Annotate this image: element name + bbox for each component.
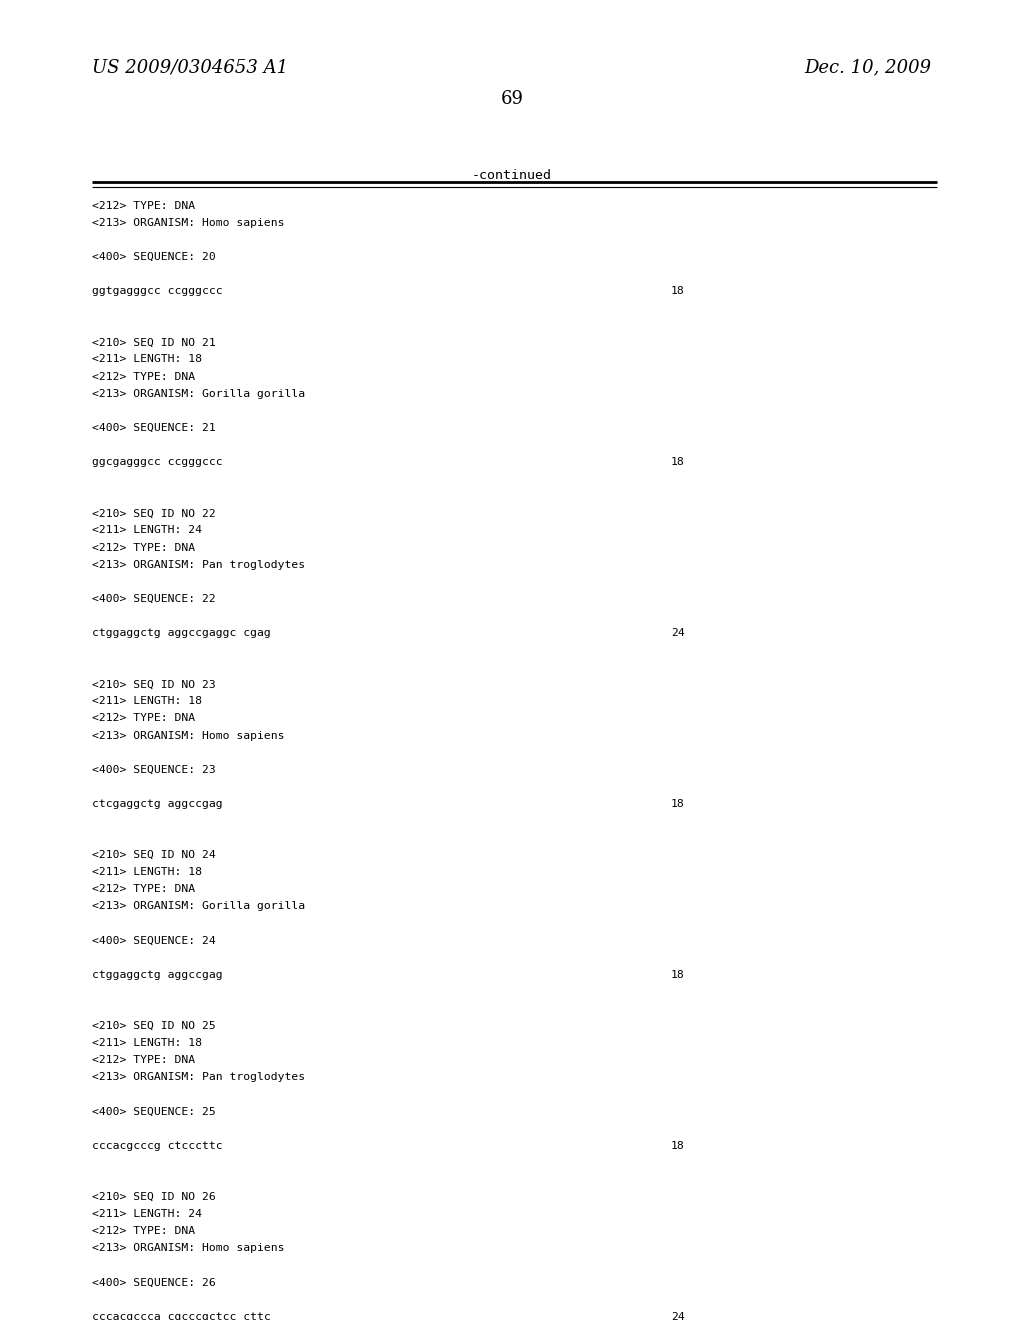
Text: cccacgccca cgcccgctcc cttc: cccacgccca cgcccgctcc cttc: [92, 1312, 271, 1320]
Text: <212> TYPE: DNA: <212> TYPE: DNA: [92, 1226, 196, 1237]
Text: <212> TYPE: DNA: <212> TYPE: DNA: [92, 884, 196, 895]
Text: <400> SEQUENCE: 22: <400> SEQUENCE: 22: [92, 594, 216, 603]
Text: <400> SEQUENCE: 21: <400> SEQUENCE: 21: [92, 422, 216, 433]
Text: <210> SEQ ID NO 22: <210> SEQ ID NO 22: [92, 508, 216, 519]
Text: ggcgagggcc ccgggccc: ggcgagggcc ccgggccc: [92, 457, 223, 467]
Text: 18: 18: [671, 1140, 684, 1151]
Text: 24: 24: [671, 628, 684, 638]
Text: -continued: -continued: [472, 169, 552, 182]
Text: US 2009/0304653 A1: US 2009/0304653 A1: [92, 58, 289, 77]
Text: <213> ORGANISM: Gorilla gorilla: <213> ORGANISM: Gorilla gorilla: [92, 902, 305, 912]
Text: <400> SEQUENCE: 20: <400> SEQUENCE: 20: [92, 252, 216, 261]
Text: 18: 18: [671, 970, 684, 979]
Text: <211> LENGTH: 24: <211> LENGTH: 24: [92, 525, 202, 536]
Text: 18: 18: [671, 286, 684, 296]
Text: <213> ORGANISM: Homo sapiens: <213> ORGANISM: Homo sapiens: [92, 730, 285, 741]
Text: <400> SEQUENCE: 25: <400> SEQUENCE: 25: [92, 1106, 216, 1117]
Text: <211> LENGTH: 18: <211> LENGTH: 18: [92, 697, 202, 706]
Text: <210> SEQ ID NO 21: <210> SEQ ID NO 21: [92, 338, 216, 347]
Text: <212> TYPE: DNA: <212> TYPE: DNA: [92, 1056, 196, 1065]
Text: <213> ORGANISM: Pan troglodytes: <213> ORGANISM: Pan troglodytes: [92, 560, 305, 570]
Text: <212> TYPE: DNA: <212> TYPE: DNA: [92, 201, 196, 211]
Text: ctcgaggctg aggccgag: ctcgaggctg aggccgag: [92, 799, 223, 809]
Text: ctggaggctg aggccgag: ctggaggctg aggccgag: [92, 970, 223, 979]
Text: 69: 69: [501, 90, 523, 108]
Text: 18: 18: [671, 457, 684, 467]
Text: Dec. 10, 2009: Dec. 10, 2009: [805, 58, 932, 77]
Text: <400> SEQUENCE: 26: <400> SEQUENCE: 26: [92, 1278, 216, 1287]
Text: <210> SEQ ID NO 26: <210> SEQ ID NO 26: [92, 1192, 216, 1203]
Text: cccacgcccg ctcccttc: cccacgcccg ctcccttc: [92, 1140, 223, 1151]
Text: <210> SEQ ID NO 25: <210> SEQ ID NO 25: [92, 1022, 216, 1031]
Text: <211> LENGTH: 18: <211> LENGTH: 18: [92, 1039, 202, 1048]
Text: <213> ORGANISM: Homo sapiens: <213> ORGANISM: Homo sapiens: [92, 218, 285, 228]
Text: <210> SEQ ID NO 23: <210> SEQ ID NO 23: [92, 680, 216, 689]
Text: <400> SEQUENCE: 23: <400> SEQUENCE: 23: [92, 764, 216, 775]
Text: <213> ORGANISM: Pan troglodytes: <213> ORGANISM: Pan troglodytes: [92, 1072, 305, 1082]
Text: <213> ORGANISM: Homo sapiens: <213> ORGANISM: Homo sapiens: [92, 1243, 285, 1254]
Text: <212> TYPE: DNA: <212> TYPE: DNA: [92, 543, 196, 553]
Text: <400> SEQUENCE: 24: <400> SEQUENCE: 24: [92, 936, 216, 945]
Text: <211> LENGTH: 18: <211> LENGTH: 18: [92, 867, 202, 878]
Text: 24: 24: [671, 1312, 684, 1320]
Text: <211> LENGTH: 18: <211> LENGTH: 18: [92, 355, 202, 364]
Text: <212> TYPE: DNA: <212> TYPE: DNA: [92, 372, 196, 381]
Text: <210> SEQ ID NO 24: <210> SEQ ID NO 24: [92, 850, 216, 861]
Text: <212> TYPE: DNA: <212> TYPE: DNA: [92, 714, 196, 723]
Text: ctggaggctg aggccgaggc cgag: ctggaggctg aggccgaggc cgag: [92, 628, 271, 638]
Text: ggtgagggcc ccgggccc: ggtgagggcc ccgggccc: [92, 286, 223, 296]
Text: 18: 18: [671, 799, 684, 809]
Text: <211> LENGTH: 24: <211> LENGTH: 24: [92, 1209, 202, 1220]
Text: <213> ORGANISM: Gorilla gorilla: <213> ORGANISM: Gorilla gorilla: [92, 388, 305, 399]
